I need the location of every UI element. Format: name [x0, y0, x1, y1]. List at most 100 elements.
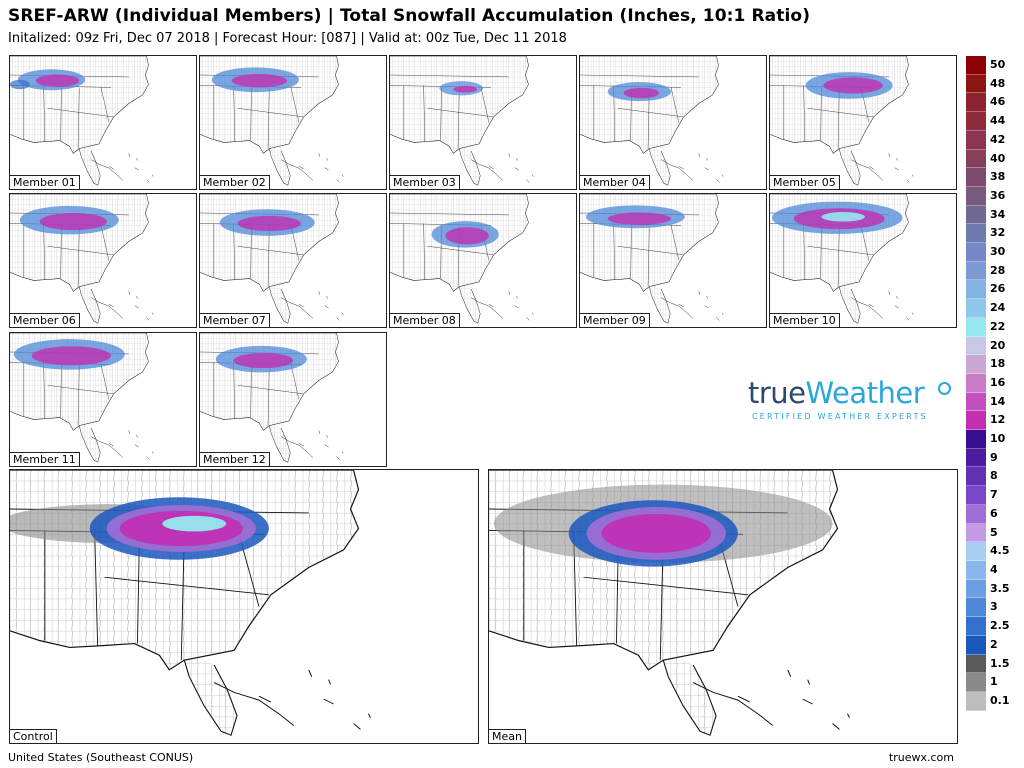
map-panel-member-01: Member 01: [9, 55, 197, 190]
legend-entry: 0.1: [966, 691, 1016, 711]
legend-entry: 46: [966, 93, 1016, 113]
map-panel-member-05: Member 05: [769, 55, 957, 190]
legend-label: 2.5: [990, 619, 1010, 633]
page-subtitle: Initalized: 09z Fri, Dec 07 2018 | Forec…: [8, 31, 567, 46]
legend-label: 3: [990, 600, 998, 614]
legend-entry: 18: [966, 355, 1016, 374]
legend-label: 4.5: [990, 544, 1010, 558]
legend-entry: 12: [966, 411, 1016, 431]
legend-swatch: [966, 467, 986, 487]
legend-entry: 24: [966, 299, 1016, 318]
panel-label: Control: [10, 729, 57, 743]
legend-swatch: [966, 691, 986, 711]
legend-swatch: [966, 168, 986, 187]
legend-label: 42: [990, 132, 1006, 146]
legend-label: 50: [990, 58, 1006, 71]
logo-tagline: CERTIFIED WEATHER EXPERTS: [752, 412, 928, 421]
legend-swatch: [966, 579, 986, 599]
logo-text-weather: Weather: [805, 376, 925, 410]
legend-label: 18: [990, 357, 1006, 371]
legend-swatch: [966, 299, 986, 318]
legend-entry: 38: [966, 168, 1016, 187]
legend-label: 9: [990, 450, 998, 464]
legend-entry: 3.5: [966, 579, 1016, 599]
legend-swatch: [966, 149, 986, 169]
legend-swatch: [966, 430, 986, 449]
legend-swatch: [966, 411, 986, 431]
legend-swatch: [966, 130, 986, 150]
legend-entry: 26: [966, 280, 1016, 300]
legend-swatch: [966, 504, 986, 524]
map-panel-control: Control: [9, 469, 479, 744]
page-title: SREF-ARW (Individual Members) | Total Sn…: [8, 6, 811, 26]
legend-swatch: [966, 486, 986, 505]
trueweather-logo: trueWeather CERTIFIED WEATHER EXPERTS: [748, 376, 958, 426]
legend-label: 10: [990, 432, 1006, 446]
legend-swatch: [966, 56, 986, 75]
legend-entry: 1: [966, 673, 1016, 692]
map-panel-member-06: Member 06: [9, 193, 197, 328]
legend-swatch: [966, 617, 986, 636]
snowfall-map: [10, 333, 196, 466]
legend-entry: 36: [966, 186, 1016, 206]
legend-label: 38: [990, 170, 1006, 184]
panel-label: Member 07: [200, 313, 270, 327]
legend-entry: 40: [966, 149, 1016, 169]
panel-label: Member 03: [390, 175, 460, 189]
legend-label: 4: [990, 562, 998, 576]
snowfall-map: [770, 56, 956, 189]
snowfall-map: [390, 56, 576, 189]
legend-label: 6: [990, 506, 998, 520]
legend-label: 32: [990, 226, 1006, 240]
map-panel-member-07: Member 07: [199, 193, 387, 328]
map-panel-member-10: Member 10: [769, 193, 957, 328]
legend-label: 22: [990, 319, 1006, 333]
snowfall-map: [200, 333, 386, 466]
legend-entry: 22: [966, 317, 1016, 337]
legend-entry: 8: [966, 467, 1016, 487]
map-panel-member-11: Member 11: [9, 332, 197, 467]
legend-label: 5: [990, 525, 998, 539]
legend-label: 14: [990, 394, 1006, 408]
legend-label: 16: [990, 375, 1006, 389]
map-panel-mean: Mean: [488, 469, 958, 744]
snowfall-map: [489, 470, 957, 743]
snowfall-map: [10, 56, 196, 189]
snowfall-map: [390, 194, 576, 327]
legend-label: 1: [990, 675, 998, 689]
legend-entry: 30: [966, 243, 1016, 262]
legend-entry: 50: [966, 56, 1016, 75]
map-panel-member-09: Member 09: [579, 193, 767, 328]
legend-swatch: [966, 243, 986, 262]
legend-entry: 10: [966, 430, 1016, 449]
legend-swatch: [966, 523, 986, 543]
legend-entry: 3: [966, 598, 1016, 618]
snowfall-map: [10, 194, 196, 327]
map-panel-member-12: Member 12: [199, 332, 387, 467]
legend-entry: 28: [966, 261, 1016, 281]
legend-swatch: [966, 560, 986, 580]
legend-label: 48: [990, 76, 1006, 90]
legend-label: 12: [990, 413, 1006, 427]
panel-label: Member 04: [580, 175, 650, 189]
legend-entry: 1.5: [966, 654, 1016, 674]
legend-swatch: [966, 224, 986, 244]
legend-label: 3.5: [990, 581, 1010, 595]
panel-label: Member 06: [10, 313, 80, 327]
snowfall-map: [580, 56, 766, 189]
legend-swatch: [966, 93, 986, 113]
legend-entry: 32: [966, 224, 1016, 244]
snowfall-map: [200, 56, 386, 189]
legend-swatch: [966, 280, 986, 300]
legend-swatch: [966, 74, 986, 94]
legend-swatch: [966, 635, 986, 655]
logo-text-true: true: [748, 376, 806, 410]
legend-label: 40: [990, 151, 1006, 165]
legend-label: 46: [990, 95, 1006, 109]
legend-swatch: [966, 448, 986, 468]
legend-label: 8: [990, 469, 998, 483]
legend-swatch: [966, 598, 986, 618]
legend-entry: 20: [966, 336, 1016, 356]
panel-label: Member 11: [10, 452, 80, 466]
panel-label: Member 01: [10, 175, 80, 189]
